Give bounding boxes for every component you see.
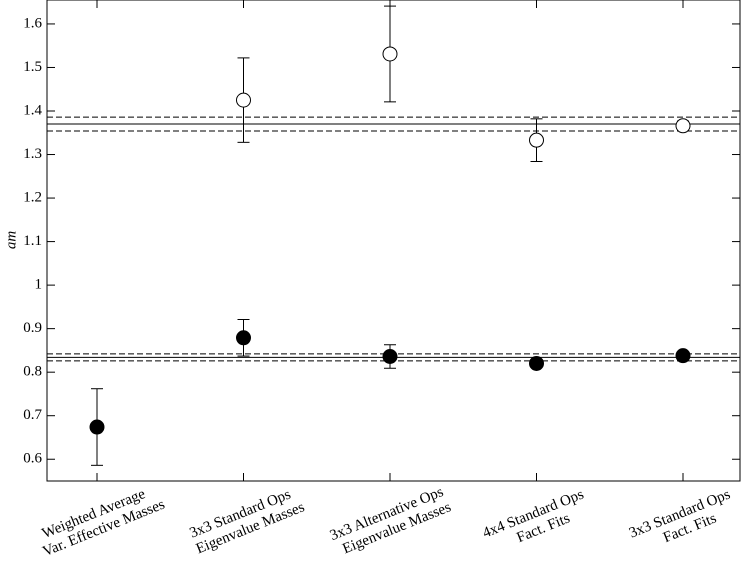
y-tick-label: 1.5 xyxy=(23,59,42,75)
y-tick-label: 1.3 xyxy=(23,146,42,162)
plot-frame xyxy=(46,0,741,482)
point xyxy=(382,349,398,365)
point xyxy=(89,419,105,435)
y-tick-label: 0.7 xyxy=(23,407,42,423)
y-tick-label: 1.2 xyxy=(23,189,42,205)
y-tick-label: 0.6 xyxy=(23,451,42,467)
point xyxy=(529,132,544,148)
y-axis-label: am xyxy=(3,231,19,250)
point xyxy=(236,330,251,346)
y-tick-label: 0.9 xyxy=(23,320,42,336)
point xyxy=(236,92,251,108)
y-tick-label: 1.1 xyxy=(23,233,42,249)
y-tick-label: 1 xyxy=(35,277,43,293)
y-tick-label: 1.6 xyxy=(23,15,42,31)
y-tick-label: 0.8 xyxy=(23,364,42,380)
point xyxy=(382,46,398,62)
y-tick-label: 1.4 xyxy=(23,102,42,118)
point xyxy=(675,348,691,364)
point xyxy=(529,355,544,371)
point xyxy=(675,118,691,134)
